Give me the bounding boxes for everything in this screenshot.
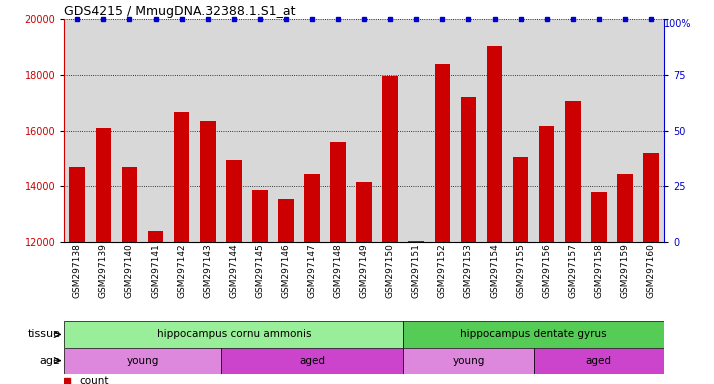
Bar — [96, 128, 111, 242]
Bar — [617, 174, 633, 242]
Text: young: young — [126, 356, 159, 366]
Bar — [278, 199, 293, 242]
Text: GSM297155: GSM297155 — [516, 243, 525, 298]
Text: GSM297150: GSM297150 — [386, 243, 395, 298]
Text: GSM297148: GSM297148 — [333, 243, 343, 298]
Text: GDS4215 / MmugDNA.32388.1.S1_at: GDS4215 / MmugDNA.32388.1.S1_at — [64, 5, 296, 18]
Bar — [200, 121, 216, 242]
Bar — [356, 182, 372, 242]
Text: GSM297138: GSM297138 — [73, 243, 82, 298]
Bar — [64, 348, 221, 374]
Bar — [121, 167, 137, 242]
Bar — [565, 101, 580, 242]
Bar — [174, 113, 189, 242]
Bar — [403, 348, 533, 374]
Bar — [435, 64, 451, 242]
Text: GSM297149: GSM297149 — [360, 243, 368, 298]
Bar — [304, 174, 320, 242]
Bar — [539, 126, 555, 242]
Bar — [513, 157, 528, 242]
Bar — [643, 153, 659, 242]
Text: GSM297146: GSM297146 — [281, 243, 291, 298]
Bar — [408, 240, 424, 242]
Text: hippocampus cornu ammonis: hippocampus cornu ammonis — [156, 329, 311, 339]
Text: age: age — [40, 356, 61, 366]
Text: GSM297144: GSM297144 — [229, 243, 238, 298]
Text: GSM297157: GSM297157 — [568, 243, 577, 298]
Text: tissue: tissue — [28, 329, 61, 339]
Bar — [461, 97, 476, 242]
Text: aged: aged — [585, 356, 612, 366]
Text: young: young — [452, 356, 485, 366]
Text: GSM297141: GSM297141 — [151, 243, 160, 298]
Text: GSM297153: GSM297153 — [464, 243, 473, 298]
Text: GSM297156: GSM297156 — [542, 243, 551, 298]
Text: GSM297151: GSM297151 — [412, 243, 421, 298]
Text: GSM297147: GSM297147 — [308, 243, 316, 298]
Text: GSM297159: GSM297159 — [620, 243, 630, 298]
Text: GSM297139: GSM297139 — [99, 243, 108, 298]
Bar — [331, 142, 346, 242]
Text: count: count — [79, 376, 109, 384]
Bar — [383, 76, 398, 242]
Bar — [221, 348, 403, 374]
Text: GSM297158: GSM297158 — [594, 243, 603, 298]
Text: GSM297160: GSM297160 — [646, 243, 655, 298]
Text: GSM297145: GSM297145 — [256, 243, 264, 298]
Bar — [69, 167, 85, 242]
Bar — [487, 46, 503, 242]
Bar — [226, 160, 241, 242]
Text: GSM297154: GSM297154 — [490, 243, 499, 298]
Text: GSM297152: GSM297152 — [438, 243, 447, 298]
Text: GSM297140: GSM297140 — [125, 243, 134, 298]
Bar — [64, 321, 403, 348]
Bar — [591, 192, 607, 242]
Bar — [252, 190, 268, 242]
Text: GSM297143: GSM297143 — [203, 243, 212, 298]
Bar — [148, 231, 164, 242]
Bar — [533, 348, 664, 374]
Text: hippocampus dentate gyrus: hippocampus dentate gyrus — [461, 329, 607, 339]
Text: aged: aged — [299, 356, 325, 366]
Text: 100%: 100% — [664, 19, 692, 29]
Bar — [403, 321, 664, 348]
Text: GSM297142: GSM297142 — [177, 243, 186, 298]
